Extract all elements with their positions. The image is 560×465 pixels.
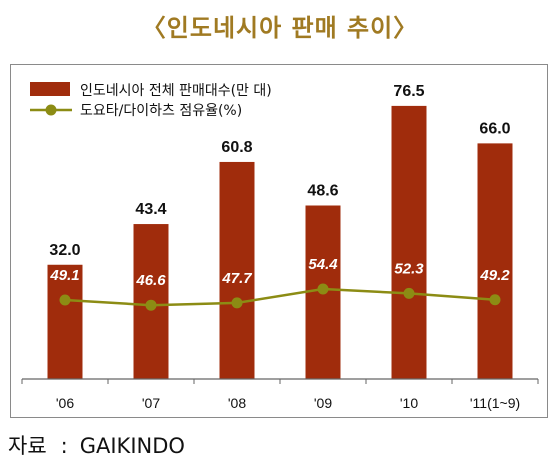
x-tick-label-5: '11(1~9) — [470, 395, 520, 411]
bar-value-label-2: 60.8 — [221, 139, 252, 156]
x-tick-label-4: '10 — [400, 395, 418, 411]
bar-4 — [391, 105, 427, 380]
source-note: 자료: GAIKINDO — [8, 430, 185, 460]
share-value-label-5: 49.2 — [479, 267, 510, 284]
bar-value-label-3: 48.6 — [307, 182, 338, 199]
legend-bar-swatch — [30, 82, 70, 96]
source-separator: : — [60, 434, 68, 458]
share-marker-5 — [489, 294, 501, 306]
bar-value-label-4: 76.5 — [393, 83, 424, 100]
share-value-label-4: 52.3 — [394, 260, 424, 277]
bar-0 — [47, 264, 83, 379]
bar-2 — [219, 161, 255, 379]
share-marker-4 — [403, 287, 415, 299]
share-marker-3 — [317, 283, 329, 295]
chart-title: 〈인도네시아 판매 추이〉 — [141, 14, 419, 42]
x-tick-label-1: '07 — [142, 395, 160, 411]
bar-value-label-1: 43.4 — [135, 201, 166, 218]
legend-line-marker — [45, 104, 57, 116]
share-value-label-0: 49.1 — [49, 267, 79, 284]
x-tick-label-0: '06 — [56, 395, 74, 411]
share-marker-2 — [231, 297, 243, 309]
chart-frame — [10, 64, 548, 418]
share-marker-1 — [145, 299, 157, 311]
legend-line-label: 도요타/다이하츠 점유율(%) — [80, 103, 242, 119]
share-value-label-1: 46.6 — [135, 272, 166, 289]
x-tick-label-3: '09 — [314, 395, 332, 411]
legend-bar-label: 인도네시아 전체 판매대수(만 대) — [80, 83, 272, 99]
share-line — [64, 287, 496, 307]
share-value-label-3: 54.4 — [308, 256, 338, 273]
bar-value-label-0: 32.0 — [49, 242, 80, 259]
share-marker-0 — [59, 294, 71, 306]
source-value: GAIKINDO — [79, 434, 185, 458]
share-value-label-2: 47.7 — [221, 270, 252, 287]
x-tick-label-2: '08 — [228, 395, 246, 411]
bar-value-label-5: 66.0 — [479, 120, 510, 137]
bar-5 — [477, 143, 513, 379]
source-label: 자료 — [8, 434, 47, 458]
